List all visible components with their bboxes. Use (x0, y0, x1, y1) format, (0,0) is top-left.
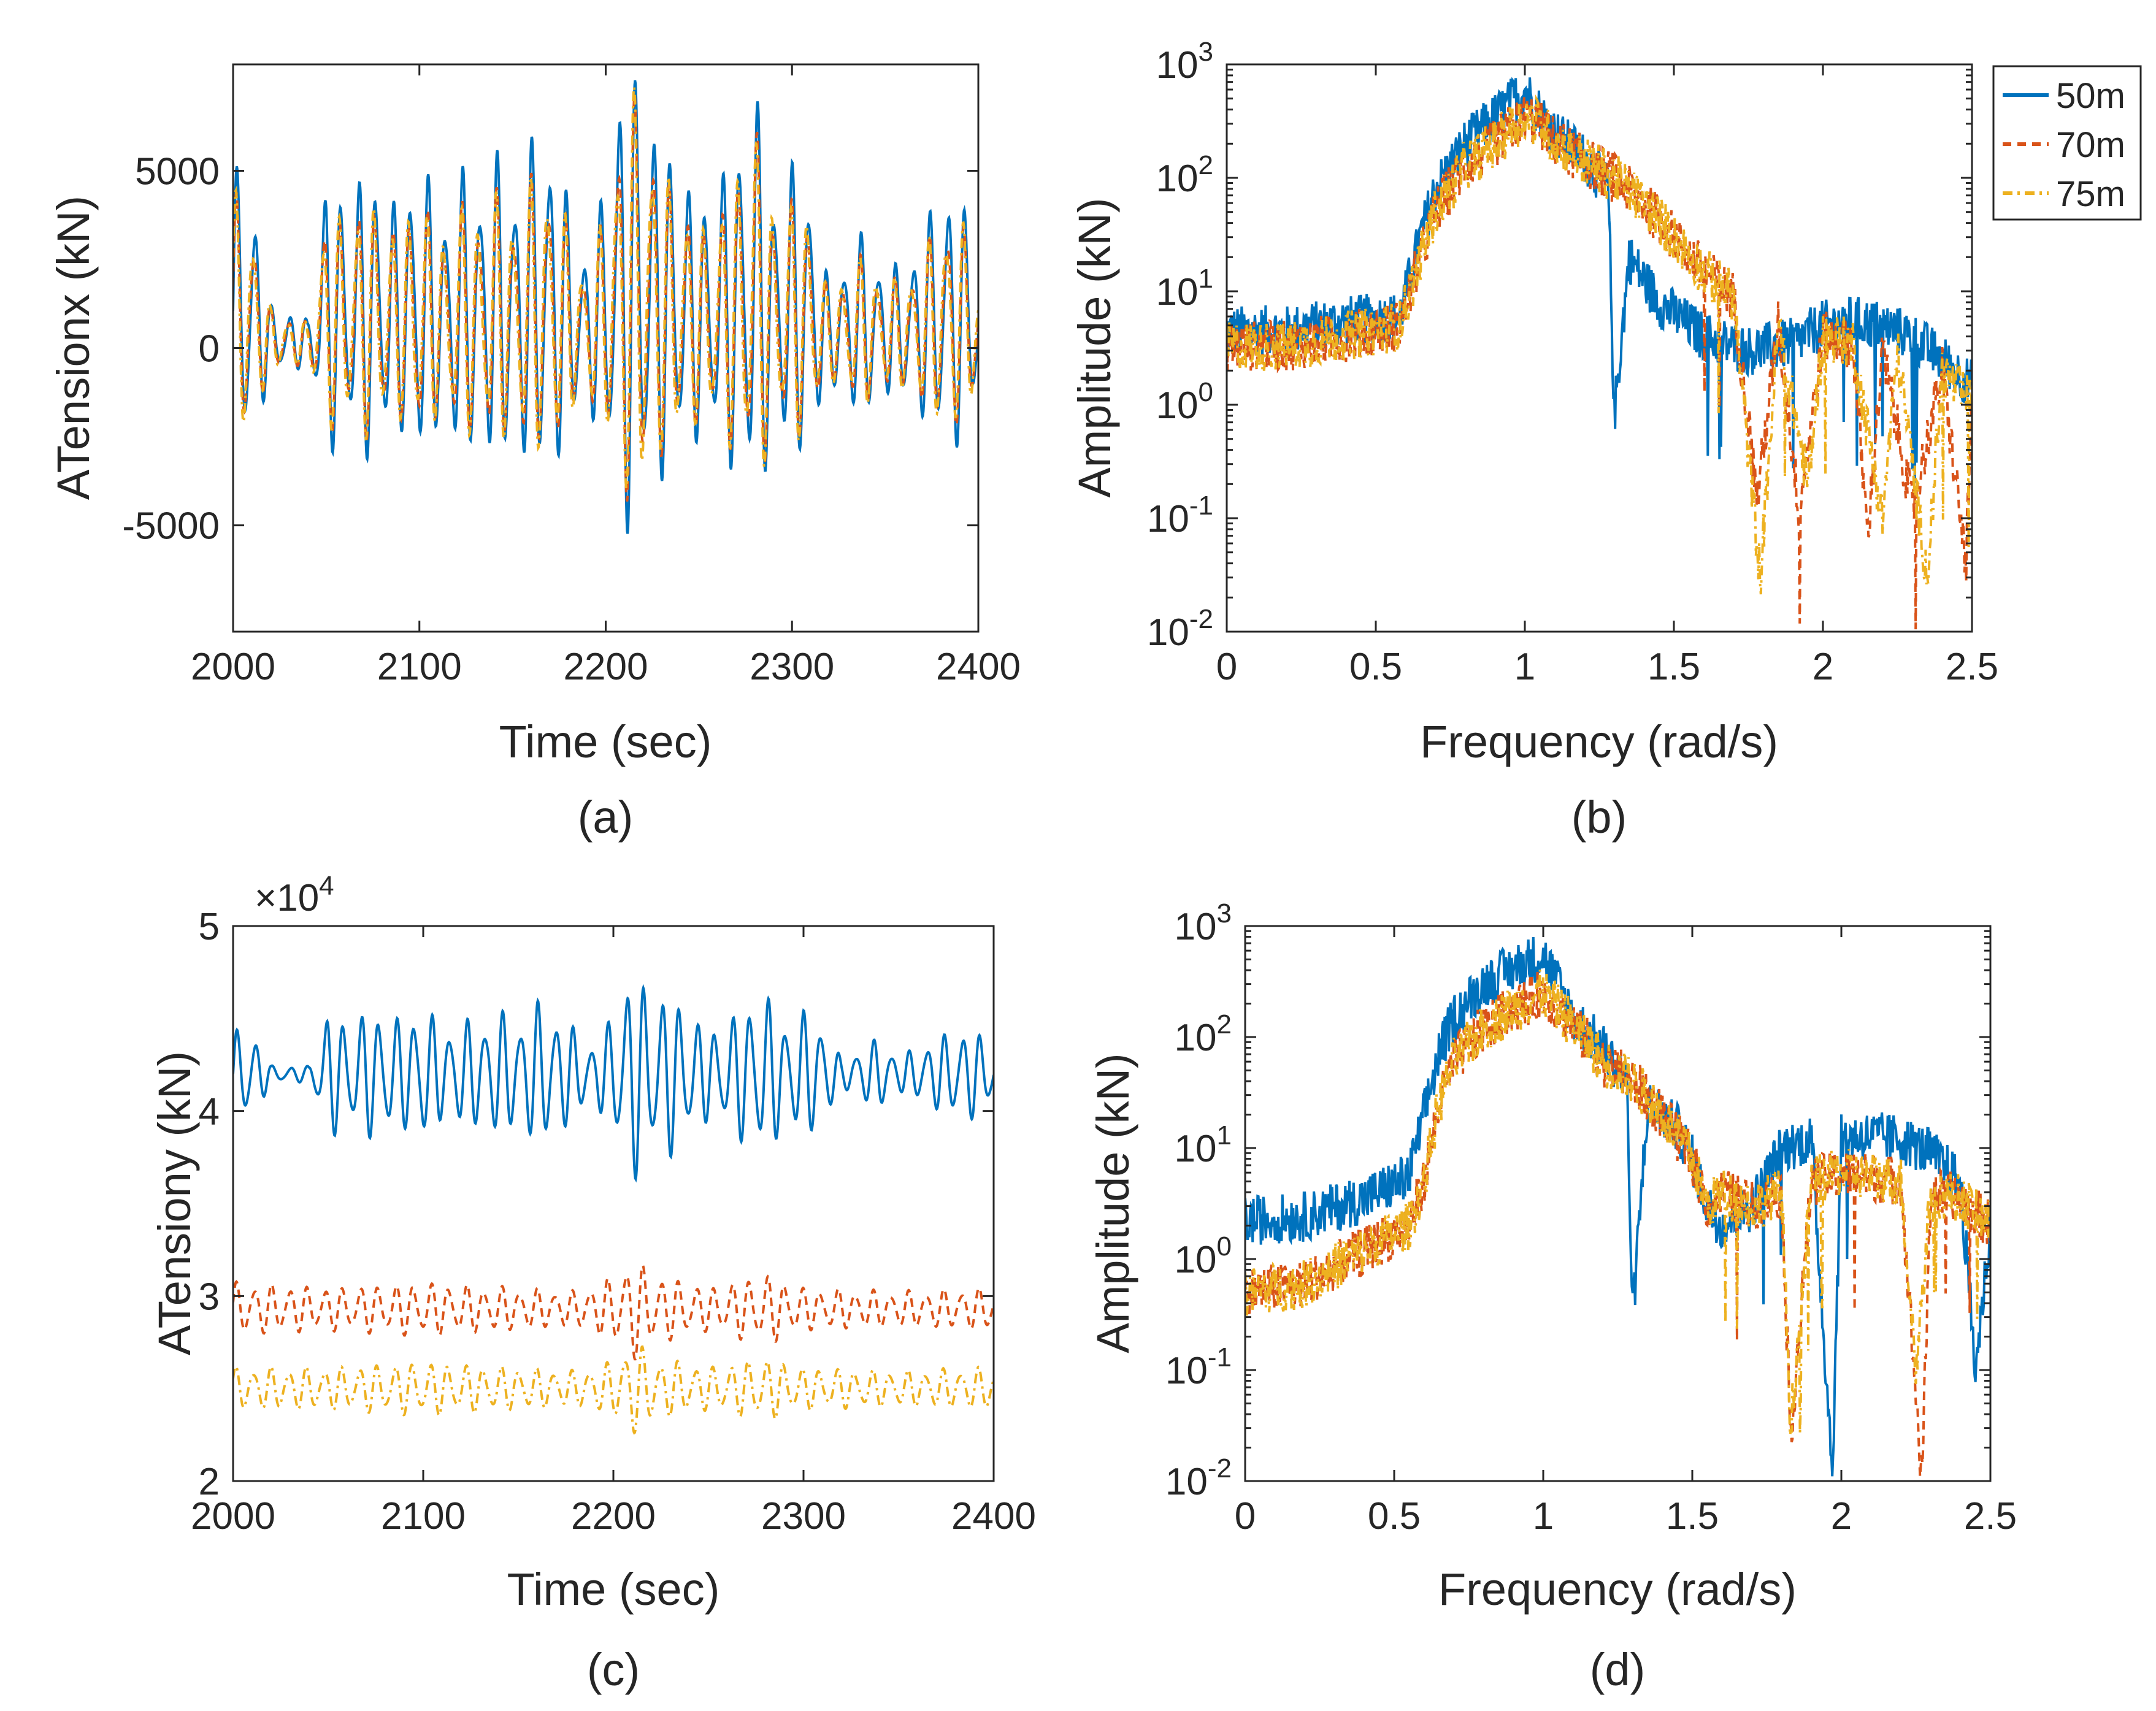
panel-a-label: (a) (578, 792, 633, 843)
panel-d-x-tick-label: 1.5 (1666, 1495, 1719, 1537)
panel-a-y-axis-label: ATensionx (kN) (48, 196, 99, 500)
panel-a-series-group (233, 80, 978, 534)
panel-b-legend: 50m 70m 75m (1992, 65, 2142, 221)
panel-d-x-tick-label: 1 (1533, 1495, 1554, 1537)
panel-c-x-tick-label: 2100 (381, 1495, 466, 1537)
panel-b-y-tick-label: 101 (1156, 264, 1213, 313)
panel-c-y-tick-label: 5 (199, 906, 220, 948)
panel-d-y-tick-label: 10-1 (1165, 1342, 1232, 1392)
panel-c-y-axis-label: ATensiony (kN) (149, 1051, 200, 1355)
panel-b-series-75m (1227, 94, 1972, 595)
panel-b-axes-frame (1226, 63, 1973, 633)
panel-d-label: (d) (1590, 1644, 1645, 1695)
panel-c-x-axis-label: Time (sec) (507, 1564, 720, 1615)
panel-d-y-tick-label: 103 (1175, 898, 1232, 948)
panel-b-x-tick-label: 2.5 (1946, 646, 1998, 688)
panel-d-y-axis-label: Amplitude (kN) (1088, 1053, 1138, 1353)
panel-b-y-tick-label: 10-2 (1147, 604, 1213, 654)
panel-d: 0 0.5 1 1.5 2 2.5 10-2 10-1 100 101 102 103 Frequen… (1088, 898, 2017, 1695)
panel-d-series-75m (1245, 970, 1990, 1436)
panel-c-x-tick-label: 2200 (571, 1495, 656, 1537)
panel-d-x-tick-label: 0.5 (1368, 1495, 1421, 1537)
panel-c-label: (c) (587, 1644, 640, 1695)
panel-a-x-tick-label: 2300 (750, 646, 834, 688)
panel-b-y-tick-label: 103 (1156, 37, 1213, 86)
panel-b-y-tick-label: 10-1 (1147, 491, 1213, 540)
legend-label-50m: 50m (2056, 76, 2125, 116)
panel-c-y-tick-label: 3 (199, 1276, 220, 1318)
panel-d-y-tick-label: 101 (1175, 1120, 1232, 1170)
panel-b-x-axis-label: Frequency (rad/s) (1420, 716, 1778, 767)
panel-d-x-tick-label: 2 (1831, 1495, 1852, 1537)
panel-c-y-tick-label: 4 (199, 1091, 220, 1133)
panel-c-series-70m (233, 1263, 994, 1361)
panel-d-y-tick-label: 10-2 (1165, 1453, 1232, 1503)
panel-d-y-tick-label: 100 (1175, 1231, 1232, 1281)
panel-b-x-tick-label: 0.5 (1349, 646, 1402, 688)
panel-d-series-group (1245, 936, 1990, 1477)
panel-a-x-tick-label: 2200 (564, 646, 648, 688)
panel-a-x-tick-label: 2400 (936, 646, 1021, 688)
panel-a-y-tick-label: 5000 (135, 150, 220, 193)
legend-label-70m: 70m (2056, 125, 2125, 165)
panel-a-x-axis-label: Time (sec) (499, 716, 712, 767)
panel-a-y-tick-label: -5000 (122, 505, 220, 548)
panel-d-x-tick-label: 2.5 (1964, 1495, 2017, 1537)
panel-b-x-tick-label: 1.5 (1648, 646, 1700, 688)
panel-c-y-tick-label: 2 (199, 1461, 220, 1503)
panel-c-series-75m (233, 1345, 994, 1435)
panel-c-x-tick-label: 2400 (951, 1495, 1036, 1537)
panel-c-series-group (233, 984, 994, 1435)
panel-b-y-tick-label: 100 (1156, 377, 1213, 427)
panel-a: 2000 2100 2200 2300 2400 -5000 0 5000 Time (sec… (48, 63, 1021, 843)
panel-d-x-axis-label: Frequency (rad/s) (1438, 1564, 1797, 1615)
panel-b-y-tick-label: 102 (1156, 150, 1213, 200)
panel-a-x-tick-label: 2100 (377, 646, 462, 688)
panel-a-x-tick-label: 2000 (191, 646, 275, 688)
panel-b-x-tick-label: 0 (1216, 646, 1237, 688)
multiplier-base: ×10 (255, 877, 319, 919)
panel-d-axes-frame (1244, 925, 1992, 1482)
panel-b: 0 0.5 1 1.5 2 2.5 10-2 10-1 100 101 102 103 Frequen… (1069, 37, 2142, 843)
panel-d-x-tick-label: 0 (1235, 1495, 1256, 1537)
panel-d-series-70m (1245, 972, 1990, 1477)
panel-d-y-tick-label: 102 (1175, 1009, 1232, 1059)
panel-a-series-75m (233, 86, 978, 490)
panel-b-x-tick-label: 1 (1514, 646, 1535, 688)
panel-c-x-tick-label: 2300 (761, 1495, 846, 1537)
panel-c-exponent-multiplier: ×104 (255, 871, 334, 919)
legend-label-75m: 75m (2056, 174, 2125, 214)
panel-b-x-tick-label: 2 (1813, 646, 1833, 688)
panel-b-y-axis-label: Amplitude (kN) (1069, 197, 1120, 497)
panel-c-series-50m (233, 984, 994, 1183)
panel-a-y-tick-label: 0 (199, 328, 220, 370)
panel-c-x-tick-label: 2000 (191, 1495, 275, 1537)
panel-b-series-group (1227, 77, 1972, 630)
panel-b-label: (b) (1571, 792, 1627, 843)
multiplier-exponent: 4 (319, 871, 334, 901)
